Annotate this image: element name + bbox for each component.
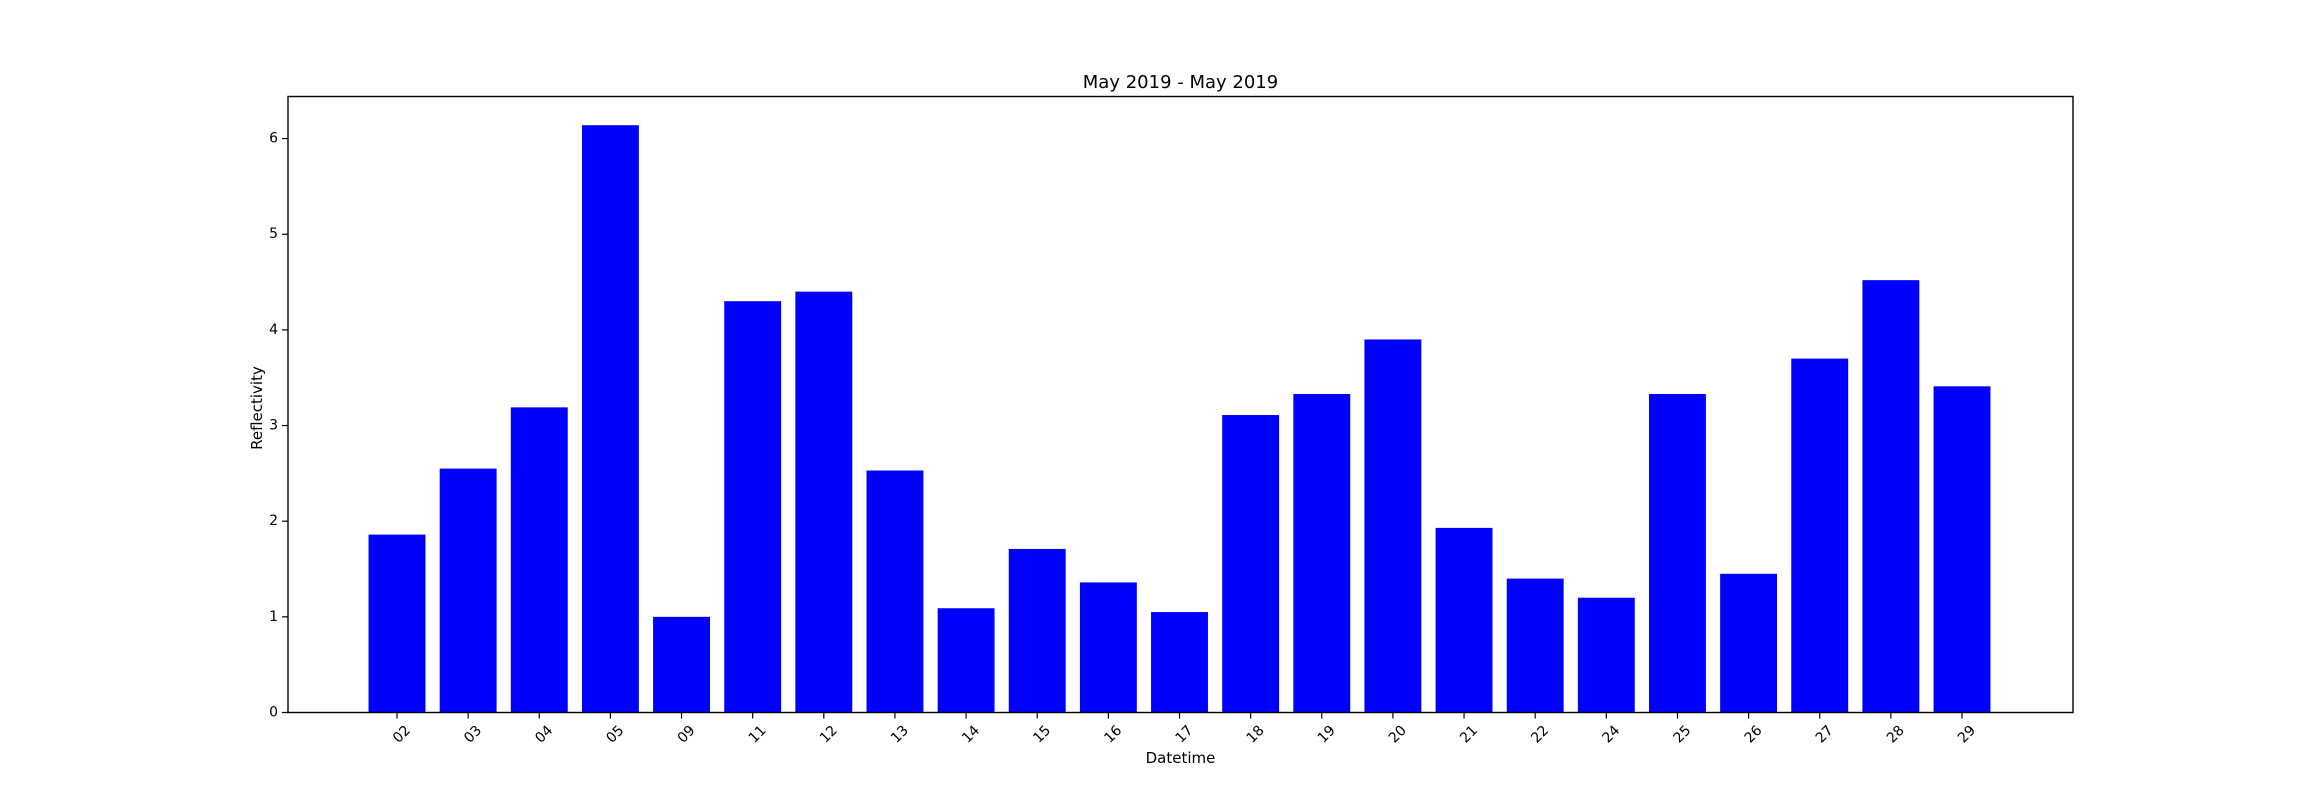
x-tick-label-09: 09 [675,723,699,747]
bar-24 [1577,597,1635,713]
y-tick-label-3: 3 [269,418,278,434]
bar-12 [795,291,853,713]
bar-04 [510,407,568,713]
chart-title: May 2019 - May 2019 [1083,72,1278,93]
x-tick-label-19: 19 [1315,723,1339,747]
bar-22 [1506,578,1564,713]
x-tick-label-28: 28 [1884,723,1908,747]
x-tick-label-15: 15 [1030,723,1054,747]
bar-20 [1364,339,1422,713]
bar-19 [1293,393,1351,713]
x-axis-ticks: 02 03 04 05 09 11 12 13 14 15 16 17 18 19 20 21 22 24 25 26… [390,712,1979,747]
bar-11 [724,301,782,713]
x-tick-label-24: 24 [1599,722,1623,746]
bar-09 [653,616,710,713]
x-tick-label-14: 14 [959,722,983,746]
x-tick-label-11: 11 [746,723,770,747]
bar-27 [1791,358,1849,713]
bar-16 [1079,582,1137,713]
bar-05 [581,125,639,713]
x-tick-label-12: 12 [817,723,841,747]
y-axis-label: Reflectivity [248,366,266,450]
bar-13 [866,470,924,713]
x-tick-label-17: 17 [1173,723,1197,747]
x-tick-label-13: 13 [888,723,912,747]
plot-area-frame [287,95,2074,714]
bar-17 [1151,612,1208,713]
x-tick-label-02: 02 [390,723,414,747]
x-axis-label: Datetime [1146,749,1216,767]
bar-21 [1435,527,1493,713]
y-tick-label-2: 2 [269,513,278,529]
y-tick-label-6: 6 [269,131,278,147]
x-tick-label-03: 03 [461,723,485,747]
x-tick-label-16: 16 [1101,722,1125,746]
bar-29 [1933,386,1991,713]
x-tick-label-05: 05 [603,723,627,747]
bar-28 [1862,280,1920,713]
y-tick-label-1: 1 [269,609,278,625]
x-tick-label-21: 21 [1457,723,1481,747]
bars-layer [368,125,1991,713]
bar-15 [1008,548,1066,713]
bar-03 [439,468,497,713]
bar-18 [1222,415,1280,713]
x-tick-label-20: 20 [1386,723,1410,747]
x-tick-label-29: 29 [1955,723,1979,747]
x-tick-label-26: 26 [1742,722,1766,746]
bar-26 [1720,573,1778,713]
bar-14 [937,608,995,713]
x-tick-label-18: 18 [1244,723,1268,747]
y-tick-label-5: 5 [269,226,278,242]
bar-02 [368,534,426,713]
x-tick-label-27: 27 [1813,723,1837,747]
y-axis-ticks: 0 1 2 3 4 5 6 [269,131,288,721]
y-tick-label-0: 0 [269,705,278,721]
x-tick-label-25: 25 [1670,723,1694,747]
x-tick-label-04: 04 [532,722,556,746]
x-tick-label-22: 22 [1528,723,1552,747]
y-tick-label-4: 4 [269,322,278,338]
bar-25 [1649,393,1706,713]
